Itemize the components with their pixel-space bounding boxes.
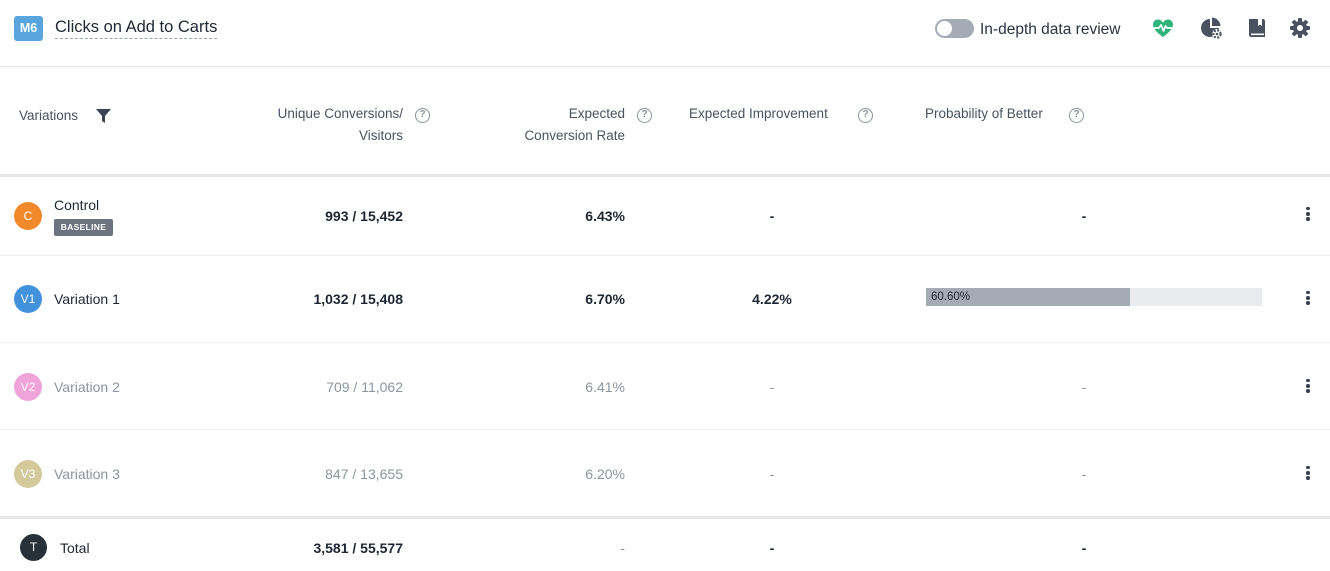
toggle-knob <box>937 21 952 36</box>
variation-name[interactable]: Variation 3 <box>54 466 120 482</box>
avatar-variation-1: V1 <box>14 285 42 313</box>
gear-icon[interactable] <box>1287 15 1313 41</box>
in-depth-review-toggle[interactable] <box>935 19 974 38</box>
column-header-conversions-line2: Visitors <box>358 128 403 143</box>
row-divider <box>0 429 1330 430</box>
improvement-value: 4.22% <box>752 291 792 307</box>
column-header-conversions-line1: Unique Conversions/ <box>277 106 403 121</box>
avatar-control: C <box>14 202 42 230</box>
rate-value: 6.70% <box>585 291 625 307</box>
rate-value: 6.41% <box>585 379 625 395</box>
row-divider <box>0 342 1330 343</box>
row-menu-icon[interactable] <box>1300 205 1316 225</box>
in-depth-review-label: In-depth data review <box>980 21 1121 38</box>
variation-name[interactable]: Variation 2 <box>54 379 120 395</box>
column-header-rate-line2: Conversion Rate <box>524 128 625 143</box>
conversions-value: 993 / 15,452 <box>325 208 403 224</box>
heartbeat-icon[interactable] <box>1150 15 1176 41</box>
metric-title[interactable]: Clicks on Add to Carts <box>55 18 218 39</box>
variation-name[interactable]: Control <box>54 197 100 213</box>
variation-name[interactable]: Variation 1 <box>54 291 120 307</box>
column-header-probability: Probability of Better <box>925 106 1043 121</box>
probability-bar-fill <box>926 288 1130 306</box>
rate-value: 6.20% <box>585 466 625 482</box>
probability-bar: 60.60% <box>926 288 1262 306</box>
column-header-improvement: Expected Improvement <box>689 106 828 121</box>
column-header-conversions: Unique Conversions/ Visitors <box>203 103 403 147</box>
total-conversions: 3,581 / 55,577 <box>313 540 403 556</box>
probability-value: - <box>1081 466 1087 482</box>
help-icon-rate[interactable]: ? <box>637 108 652 123</box>
total-label: Total <box>60 540 90 556</box>
probability-value: - <box>1081 379 1087 395</box>
help-icon-improvement[interactable]: ? <box>858 108 873 123</box>
conversions-value: 709 / 11,062 <box>326 379 403 395</box>
probability-value: 60.60% <box>931 291 971 303</box>
help-icon-probability[interactable]: ? <box>1069 108 1084 123</box>
total-improvement: - <box>769 540 775 556</box>
avatar-variation-2: V2 <box>14 373 42 401</box>
improvement-value: - <box>769 379 775 395</box>
improvement-value: - <box>769 208 775 224</box>
report-header: M6 Clicks on Add to Carts In-depth data … <box>0 0 1330 67</box>
metric-badge: M6 <box>14 16 43 41</box>
row-menu-icon[interactable] <box>1300 377 1316 397</box>
row-menu-icon[interactable] <box>1300 289 1316 309</box>
row-menu-icon[interactable] <box>1300 464 1316 484</box>
column-header-variations: Variations <box>19 108 79 123</box>
header-divider <box>0 174 1330 177</box>
help-icon-conversions[interactable]: ? <box>415 108 430 123</box>
pie-chart-settings-icon[interactable] <box>1198 15 1224 41</box>
total-divider <box>0 516 1330 519</box>
rate-value: 6.43% <box>585 208 625 224</box>
conversions-value: 1,032 / 15,408 <box>313 291 403 307</box>
improvement-value: - <box>769 466 775 482</box>
column-header-rate: Expected Conversion Rate <box>425 103 625 147</box>
avatar-total: T <box>20 534 47 561</box>
probability-value: - <box>1081 208 1087 224</box>
row-divider <box>0 255 1330 256</box>
conversions-value: 847 / 13,655 <box>325 466 403 482</box>
total-rate: - <box>620 540 625 556</box>
book-icon[interactable] <box>1244 15 1270 41</box>
baseline-badge: BASELINE <box>54 219 113 236</box>
total-probability: - <box>1081 540 1087 556</box>
avatar-variation-3: V3 <box>14 460 42 488</box>
filter-icon[interactable] <box>95 108 112 124</box>
column-header-rate-line1: Expected <box>568 106 625 121</box>
